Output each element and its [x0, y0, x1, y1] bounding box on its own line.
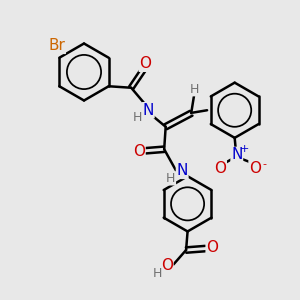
Text: O: O — [161, 259, 173, 274]
Text: O: O — [139, 56, 151, 71]
Text: H: H — [153, 267, 163, 280]
Text: H: H — [133, 111, 142, 124]
Text: O: O — [214, 161, 226, 176]
Text: +: + — [240, 144, 249, 154]
Text: O: O — [206, 241, 218, 256]
Text: H: H — [166, 172, 176, 185]
Text: H: H — [190, 83, 200, 96]
Text: O: O — [133, 144, 145, 159]
Text: -: - — [262, 159, 266, 169]
Text: N: N — [142, 103, 154, 118]
Text: Br: Br — [48, 38, 65, 53]
Text: N: N — [176, 163, 188, 178]
Text: N: N — [231, 147, 242, 162]
Text: O: O — [249, 161, 261, 176]
